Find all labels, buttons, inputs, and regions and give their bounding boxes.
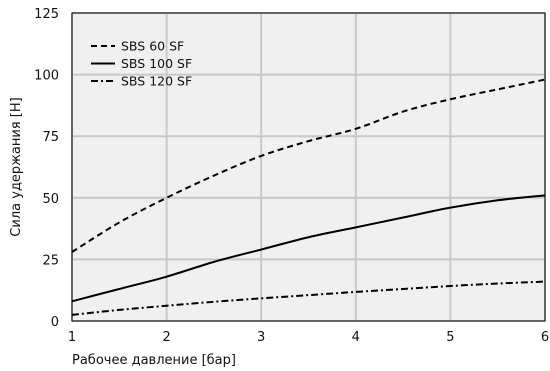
legend-entry: SBS 60 SF xyxy=(121,39,184,54)
plot-frame xyxy=(71,12,546,322)
tick-labels: 1 2 3 4 5 6 0 25 50 75 100 125 xyxy=(34,7,549,345)
series-line-sbs-120-sf xyxy=(71,280,546,316)
y-axis-label: Сила удержания [Н] xyxy=(9,97,24,236)
x-axis-label: Рабочее давление [бар] xyxy=(72,353,236,368)
y-tick-label: 50 xyxy=(42,192,59,207)
legend: SBS 60 SF SBS 100 SF SBS 120 SF xyxy=(91,39,192,89)
x-tick-label: 6 xyxy=(541,330,549,345)
x-tick-label: 3 xyxy=(257,330,265,345)
axes-frame xyxy=(71,12,546,322)
y-tick-label: 25 xyxy=(42,253,59,268)
y-tick-label: 0 xyxy=(51,315,59,330)
legend-entry: SBS 120 SF xyxy=(121,74,192,89)
legend-entry: SBS 100 SF xyxy=(121,56,192,71)
grid-lines xyxy=(71,12,546,322)
x-tick-label: 5 xyxy=(446,330,454,345)
plot-area xyxy=(72,13,545,321)
y-tick-label: 100 xyxy=(34,69,59,84)
y-tick-label: 125 xyxy=(34,7,59,22)
y-tick-label: 75 xyxy=(42,130,59,145)
x-tick-label: 1 xyxy=(68,330,76,345)
series-line-sbs-60-sf xyxy=(71,78,546,253)
plot-background xyxy=(72,13,545,321)
series-layer xyxy=(71,78,546,316)
x-tick-label: 4 xyxy=(352,330,360,345)
x-tick-label: 2 xyxy=(162,330,170,345)
series-line-sbs-100-sf xyxy=(71,194,546,303)
